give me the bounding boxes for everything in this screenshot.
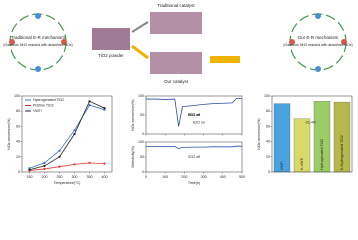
x-tick-label: 300 [201,175,207,179]
x-axis-label: Time(h) [188,181,200,185]
y-tick-label: 60 [16,124,20,128]
catalyst-crystal [150,52,202,74]
y-tick-label: 60 [266,124,270,128]
x-tick-label: 200 [42,175,48,179]
annotation: -21.4% [305,121,317,125]
process-tag [210,56,240,63]
y-tick-label: 0 [142,132,144,136]
annotation: SO2 off [188,155,200,159]
y-tick-label: 50 [140,113,144,117]
y-tick-label: 80 [16,109,20,113]
left-mechanism: Traditional E-R mechanism (Gaseous NH3 r… [3,13,73,72]
data-point [58,149,61,152]
data-point [103,162,106,165]
graphical-abstract: Traditional E-R mechanism (Gaseous NH3 r… [3,3,353,185]
data-point [58,155,61,158]
molecule-icon [35,13,41,19]
data-point [73,132,76,136]
y-tick-label: 100 [264,94,270,98]
x-tick-label: 0 [145,175,147,179]
category-label: K-Hydrogenated TiO2 [340,135,344,170]
middle-scheme: Traditional catalyst TiO2 powder Our cat… [92,3,240,84]
y-axis-label: NOx conversion(%) [7,118,11,149]
annotation: SO2 on [188,113,200,117]
catalyst-crystal [150,12,202,34]
molecule-icon [61,39,67,45]
molecule-icon [35,66,41,72]
x-tick-label: 350 [87,175,93,179]
x-tick-label: 500 [239,175,245,179]
molecule-icon [289,39,295,45]
x-tick-label: 150 [27,175,33,179]
y-tick-label: 80 [266,109,270,113]
y-tick-label: 20 [266,155,270,159]
x-tick-label: 250 [57,175,63,179]
data-point [73,163,76,166]
label-powder: TiO2 powder [98,53,124,58]
data-point [88,100,91,103]
label-traditional: Traditional catalyst [157,3,195,8]
category-label: K-VWTi [300,158,304,170]
x-tick-label: 400 [220,175,226,179]
x-tick-label: 300 [72,175,78,179]
x-tick-label: 200 [181,175,187,179]
y-tick-label: 0 [18,170,20,174]
annotation: SO2 off [188,113,200,117]
mechanism-title: Traditional E-R mechanism [11,35,65,40]
data-point [43,164,46,168]
data-point [28,168,31,171]
y-axis-label: Selectivity(%) [131,146,135,168]
y-tick-label: 40 [16,140,20,144]
series-line [29,104,105,169]
mechanism-note: (Gaseous NH3 reacted with absorbed NOx) [3,43,73,47]
molecule-icon [315,13,321,19]
y-tick-label: 0 [142,170,144,174]
y-tick-label: 20 [16,155,20,159]
molecule-icon [315,66,321,72]
data-point [88,161,91,164]
category-label: VWTi [280,161,284,170]
y-axis-label: NOx conversion(%) [257,118,261,149]
x-tick-label: 400 [102,175,108,179]
annotation: H2O on [193,121,205,125]
series-line [146,145,242,150]
y-tick-label: 100 [138,140,144,144]
series-line [29,100,105,171]
data-point [73,129,76,132]
legend-label: Pristine TiO2 [33,103,54,107]
y-tick-label: 40 [266,140,270,144]
annotation: H2O off [188,113,200,117]
category-label: Hydrogenated TiO2 [320,139,324,170]
data-point [103,107,106,110]
mechanism-title: Our E-R mechanism [298,35,339,40]
arrow [131,21,149,33]
data-point [43,161,46,164]
plot-frame [271,95,353,173]
right-mechanism: Our E-R mechanism (Gaseous NH3 reacted w… [283,13,353,72]
arrow [131,44,149,60]
series-line [146,98,242,127]
data-point [88,104,91,107]
y-tick-label: 50 [140,155,144,159]
legend-label: VWTi [33,109,42,113]
y-tick-label: 100 [138,94,144,98]
x-tick-label: 100 [162,175,168,179]
molecule-icon [9,39,15,45]
mechanism-note: (Gaseous NH3 reacted with absorbed NOx) [283,43,353,47]
series-line [29,162,105,171]
legend-label: Hydrogenated TiO2 [33,98,64,102]
data-point [43,167,46,171]
x-axis-label: Temperature(°C) [54,181,81,185]
label-ours: Our catalyst [164,79,189,84]
y-axis-label: NOx conversion(%) [131,99,135,130]
y-tick-label: 0 [268,170,270,174]
powder-crystal [92,28,130,50]
molecule-icon [341,39,347,45]
y-tick-label: 100 [14,94,20,98]
data-point [28,167,31,170]
data-point [103,108,106,111]
plot-frame [21,95,113,173]
data-point [58,165,61,168]
